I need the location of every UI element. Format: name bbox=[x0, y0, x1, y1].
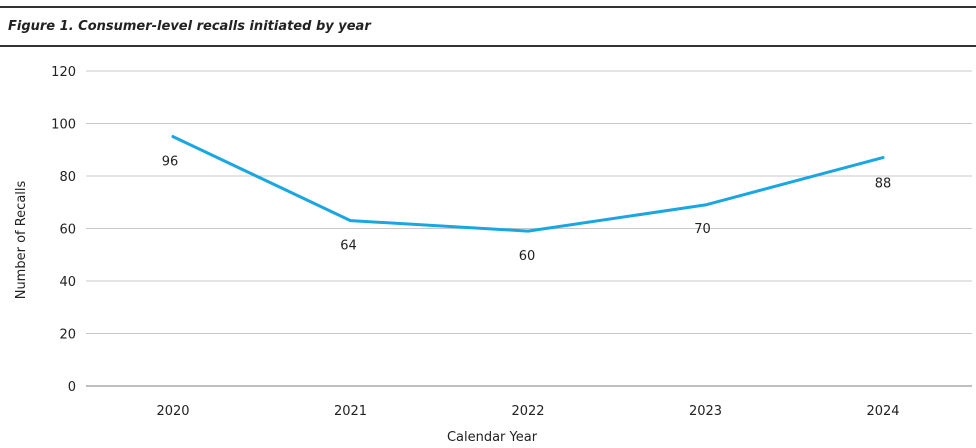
data-label: 70 bbox=[694, 222, 711, 237]
series-group bbox=[171, 135, 885, 233]
data-label: 64 bbox=[340, 239, 357, 254]
y-tick-label: 100 bbox=[51, 118, 76, 133]
figure-title: Figure 1. Consumer-level recalls initiat… bbox=[8, 19, 371, 34]
top-rule bbox=[0, 6, 976, 8]
y-tick-label: 80 bbox=[59, 170, 76, 185]
data-labels: 96 64 60 70 88 bbox=[162, 155, 892, 265]
y-axis-label: Number of Recalls bbox=[14, 180, 29, 299]
y-tick-label: 20 bbox=[59, 328, 76, 343]
y-tick-label: 120 bbox=[51, 65, 76, 80]
x-axis-label: Calendar Year bbox=[447, 430, 538, 445]
x-tick-labels: 2020 2021 2022 2023 2024 bbox=[156, 404, 899, 419]
y-tick-label: 60 bbox=[59, 223, 76, 238]
data-point bbox=[171, 135, 175, 139]
x-tick-label: 2020 bbox=[156, 404, 189, 419]
series-line bbox=[171, 135, 885, 233]
x-tick-label: 2023 bbox=[689, 404, 722, 419]
data-label: 60 bbox=[519, 249, 536, 264]
x-tick-label: 2024 bbox=[866, 404, 899, 419]
y-tick-label: 40 bbox=[59, 275, 76, 290]
x-tick-label: 2022 bbox=[511, 404, 544, 419]
data-point bbox=[349, 219, 352, 223]
y-tick-labels: 0 20 40 60 80 100 120 bbox=[51, 65, 76, 395]
x-tick-label: 2021 bbox=[334, 404, 367, 419]
gridlines bbox=[86, 70, 972, 387]
data-label: 96 bbox=[162, 155, 179, 170]
data-label: 88 bbox=[875, 177, 892, 192]
data-point bbox=[526, 229, 530, 233]
data-point bbox=[881, 156, 885, 160]
y-tick-label: 0 bbox=[68, 380, 76, 395]
title-rule bbox=[0, 45, 976, 47]
data-point bbox=[704, 203, 707, 207]
